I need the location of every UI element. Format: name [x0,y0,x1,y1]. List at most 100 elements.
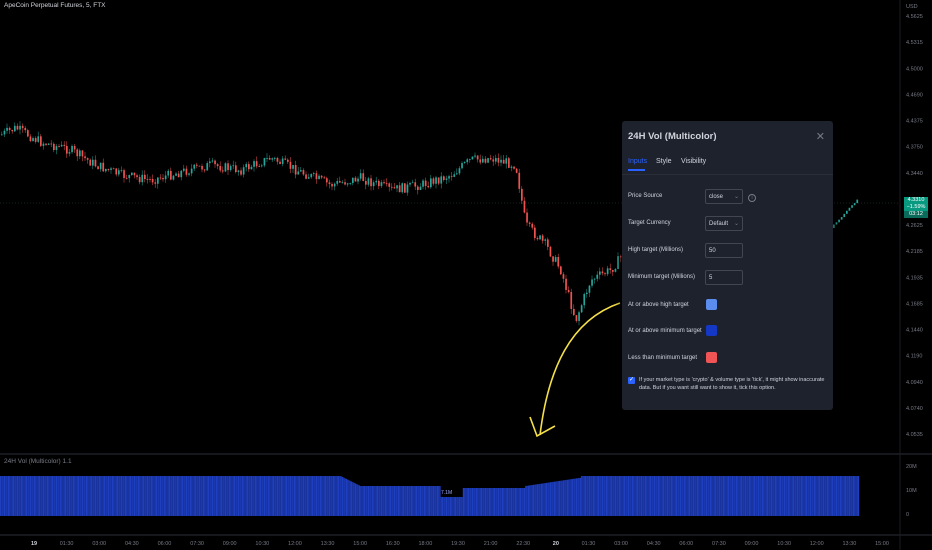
volume-bar [754,476,756,516]
volume-bar [209,476,211,516]
volume-bar [219,476,221,516]
volume-bar [622,476,624,516]
tab-style[interactable]: Style [656,158,672,165]
volume-bar [598,476,600,516]
volume-bar [340,476,342,516]
candle-body [209,161,211,164]
volume-bar [280,476,282,516]
volume-bar [837,476,839,516]
volume-bar [289,476,292,516]
volume-bar [562,480,565,516]
price-axis-label: 4.0740 [906,406,923,412]
min-color-swatch[interactable] [706,325,717,336]
volume-bar [475,488,477,516]
candle-body [1,134,3,136]
volume-bar [256,476,258,516]
volume-bar [560,480,562,516]
volume-bar [774,476,776,516]
time-axis-label: 06:00 [679,541,693,547]
volume-bar [341,476,344,516]
candle-body [349,183,352,184]
candle-body [279,161,281,164]
symbol-title[interactable]: ApeCoin Perpetual Futures, 5, FTX [4,2,106,9]
volume-bar [249,476,251,516]
candle-body [443,176,445,180]
volume-bar [345,478,347,516]
volume-bar [611,476,613,516]
candle-body [237,170,240,173]
price-axis: 4.5625 4.5315 4.5000 4.4690 4.4375 4.3750 4.34… [906,4,923,438]
volume-bar [166,476,168,516]
volume-bar [625,476,627,516]
candle-body [307,177,310,179]
volume-bar [540,483,542,516]
volume-bar [795,476,797,516]
volume-bar [492,488,494,516]
volume-bar [118,476,120,516]
show-tick-data-checkbox[interactable]: ✓ [628,377,635,384]
candle-body [99,162,102,170]
volume-bar [646,476,648,516]
volume-bar [458,497,461,516]
volume-bar [24,476,26,516]
volume-bar [328,476,331,516]
tab-inputs[interactable]: Inputs [628,158,648,165]
volume-bar [313,476,315,516]
volume-bar [204,476,206,516]
volume-bar [573,478,575,516]
info-icon[interactable]: i [748,194,756,202]
volume-bar [824,476,826,516]
volume-bar [553,481,555,516]
min-target-input[interactable]: 5 [705,270,743,285]
volume-bar [484,488,487,516]
candle-body [341,182,344,184]
price-axis-label: 4.1190 [906,354,922,360]
volume-bar [445,497,448,516]
volume-bar [80,476,82,516]
high-color-swatch[interactable] [706,299,717,310]
volume-bar [564,480,566,516]
volume-bar [725,476,727,516]
candle-body [240,170,242,175]
volume-bar [748,476,750,516]
volume-bar [534,484,536,516]
volume-bar [222,476,224,516]
volume-bar [503,488,505,516]
volume-bar [193,476,195,516]
volume-bar [692,476,695,516]
tab-visibility[interactable]: Visibility [681,158,707,165]
currency-label: USD [906,4,918,10]
volume-bar [764,476,766,516]
volume-bar [6,476,8,516]
volume-bar [226,476,228,516]
volume-bar [28,476,30,516]
volume-bar [609,476,611,516]
volume-bar [37,476,39,516]
volume-bar [809,476,812,516]
high-target-input[interactable]: 50 [705,243,743,258]
volume-bar [770,476,773,516]
volume-bar [208,476,210,516]
low-color-swatch[interactable] [706,352,717,363]
candle-body [84,156,86,159]
volume-bar [133,476,136,516]
candle-body [599,271,601,275]
candle-body [63,144,66,146]
price-source-select[interactable]: close ⌄ [705,189,743,204]
volume-bar [594,476,596,516]
volume-bar [273,476,275,516]
candle-body [482,158,484,163]
volume-bar [65,476,67,516]
target-currency-select[interactable]: Default ⌄ [705,216,743,231]
candle-body [474,155,476,157]
volume-bar [491,488,493,516]
volume-bar [778,476,780,516]
volume-bar [655,476,657,516]
candle-body [362,173,365,181]
candle-body [19,125,21,130]
candle-body [510,166,513,168]
close-icon[interactable]: ✕ [815,131,825,143]
indicator-label[interactable]: 24H Vol (Multicolor) 1.1 [4,458,72,465]
candle-body [617,256,619,269]
